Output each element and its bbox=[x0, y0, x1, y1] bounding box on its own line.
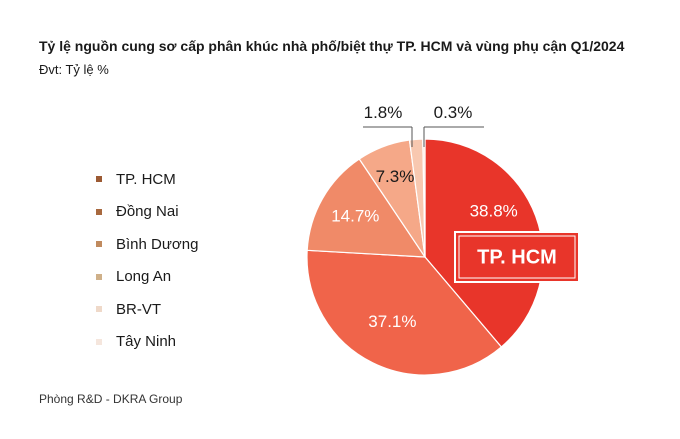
highlight-tag-box bbox=[454, 231, 580, 283]
legend-label: BR-VT bbox=[116, 300, 161, 318]
source-note: Phòng R&D - DKRA Group bbox=[39, 392, 183, 406]
chart-title: Tỷ lệ nguồn cung sơ cấp phân khúc nhà ph… bbox=[39, 38, 625, 54]
legend-swatch bbox=[96, 338, 102, 345]
legend-label: Đồng Nai bbox=[116, 203, 179, 221]
legend-item: BR-VT bbox=[96, 293, 198, 326]
highlight-tag-label: TP. HCM bbox=[477, 246, 557, 268]
legend-item: TP. HCM bbox=[96, 163, 198, 196]
legend-item: Đồng Nai bbox=[96, 196, 198, 229]
legend-label: Tây Ninh bbox=[116, 333, 177, 351]
callout-value-label: 0.3% bbox=[434, 103, 473, 122]
legend-item: Tây Ninh bbox=[96, 326, 198, 359]
legend: TP. HCM Đồng Nai Bình Dương Long An BR-V… bbox=[96, 163, 198, 358]
slice-value-label: 38.8% bbox=[470, 201, 518, 220]
legend-swatch bbox=[96, 273, 102, 280]
chart-subtitle: Đvt: Tỷ lệ % bbox=[39, 62, 109, 77]
legend-swatch bbox=[96, 176, 102, 183]
legend-label: TP. HCM bbox=[116, 170, 176, 188]
pie-slice bbox=[306, 158, 427, 258]
pie-callouts: 1.8% 0.3% bbox=[363, 103, 484, 147]
pie-slice bbox=[306, 249, 503, 376]
slice-value-label: 14.7% bbox=[331, 207, 379, 226]
legend-swatch bbox=[96, 208, 102, 215]
slice-value-label: 7.3% bbox=[376, 167, 415, 186]
legend-swatch bbox=[96, 241, 102, 248]
legend-item: Bình Dương bbox=[96, 228, 198, 261]
pie-value-labels: 38.8% 37.1% 14.7% 7.3% bbox=[331, 167, 518, 331]
highlight-tag: TP. HCM bbox=[454, 231, 580, 283]
legend-label: Bình Dương bbox=[116, 235, 199, 253]
slice-value-label: 37.1% bbox=[368, 312, 416, 331]
highlight-tag-border bbox=[458, 235, 576, 279]
callout-value-label: 1.8% bbox=[364, 103, 403, 122]
legend-item: Long An bbox=[96, 261, 198, 294]
legend-label: Long An bbox=[116, 268, 172, 286]
legend-swatch bbox=[96, 306, 102, 313]
